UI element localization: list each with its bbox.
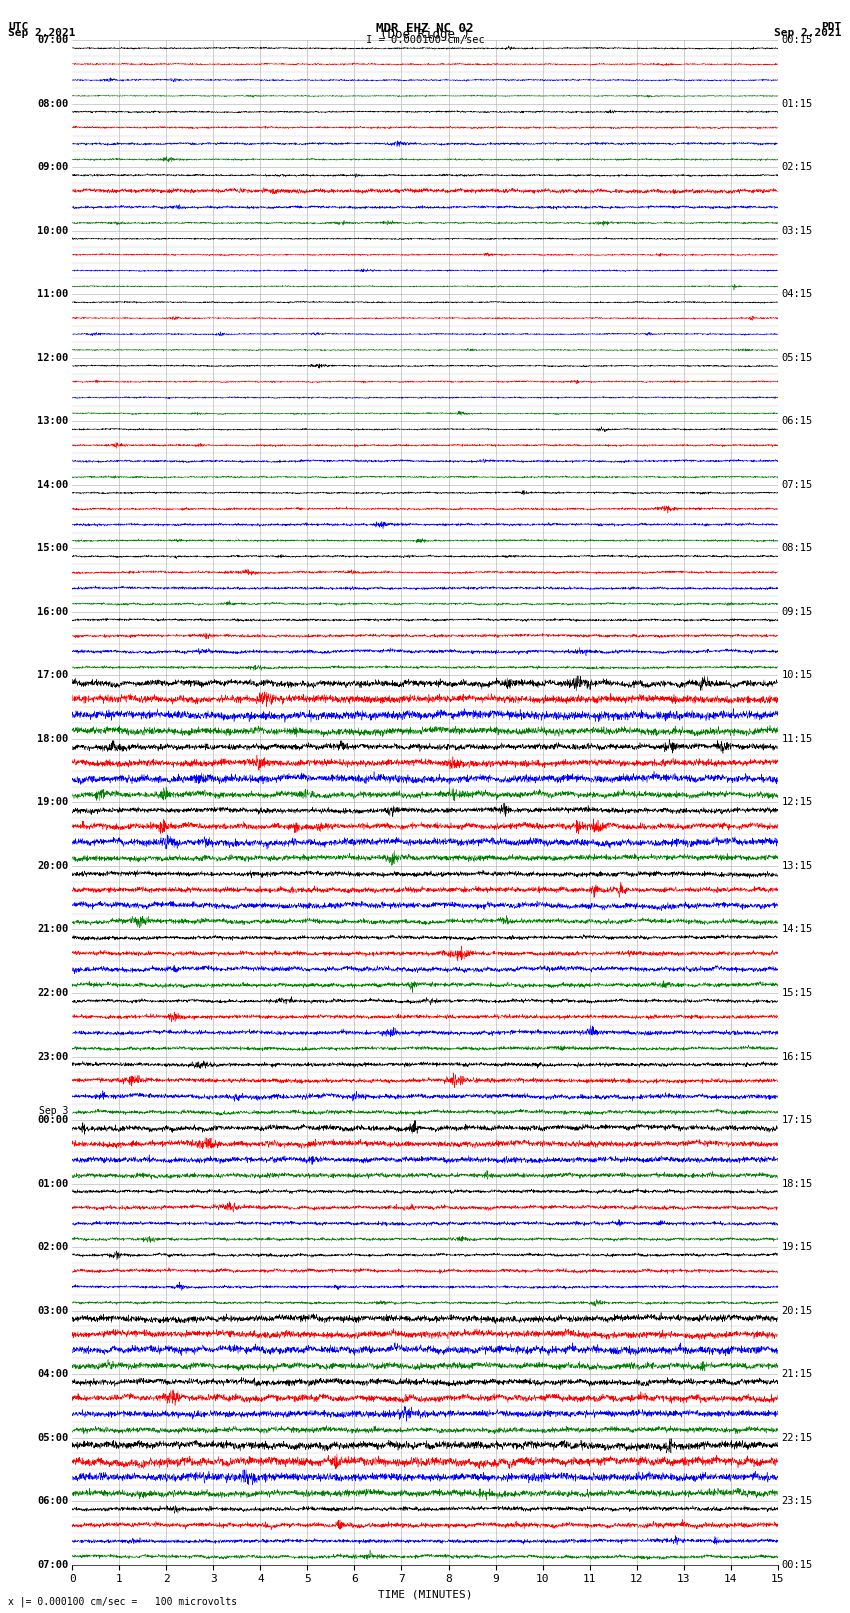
Text: (Doe Ridge ): (Doe Ridge )	[380, 29, 470, 42]
Text: 05:15: 05:15	[781, 353, 813, 363]
Text: 00:00: 00:00	[37, 1115, 69, 1124]
Text: x |= 0.000100 cm/sec =   100 microvolts: x |= 0.000100 cm/sec = 100 microvolts	[8, 1595, 238, 1607]
Text: 10:00: 10:00	[37, 226, 69, 235]
Text: 06:15: 06:15	[781, 416, 813, 426]
Text: 16:15: 16:15	[781, 1052, 813, 1061]
Text: 07:00: 07:00	[37, 1560, 69, 1569]
Text: 14:00: 14:00	[37, 481, 69, 490]
Text: 17:00: 17:00	[37, 671, 69, 681]
Text: 19:00: 19:00	[37, 797, 69, 808]
Text: 00:15: 00:15	[781, 1560, 813, 1569]
Text: I = 0.000100 cm/sec: I = 0.000100 cm/sec	[366, 35, 484, 45]
Text: 03:00: 03:00	[37, 1305, 69, 1316]
Text: 21:15: 21:15	[781, 1369, 813, 1379]
Text: 16:00: 16:00	[37, 606, 69, 616]
X-axis label: TIME (MINUTES): TIME (MINUTES)	[377, 1590, 473, 1600]
Text: 18:00: 18:00	[37, 734, 69, 744]
Text: 19:15: 19:15	[781, 1242, 813, 1252]
Text: 11:00: 11:00	[37, 289, 69, 300]
Text: Sep 2,2021: Sep 2,2021	[774, 29, 842, 39]
Text: 08:15: 08:15	[781, 544, 813, 553]
Text: 00:15: 00:15	[781, 35, 813, 45]
Text: 12:15: 12:15	[781, 797, 813, 808]
Text: 02:15: 02:15	[781, 163, 813, 173]
Text: 01:15: 01:15	[781, 98, 813, 108]
Text: 23:15: 23:15	[781, 1497, 813, 1507]
Text: 21:00: 21:00	[37, 924, 69, 934]
Text: 02:00: 02:00	[37, 1242, 69, 1252]
Text: 22:15: 22:15	[781, 1432, 813, 1442]
Text: 15:00: 15:00	[37, 544, 69, 553]
Text: 11:15: 11:15	[781, 734, 813, 744]
Text: 06:00: 06:00	[37, 1497, 69, 1507]
Text: 17:15: 17:15	[781, 1115, 813, 1124]
Text: 20:15: 20:15	[781, 1305, 813, 1316]
Text: 08:00: 08:00	[37, 98, 69, 108]
Text: 01:00: 01:00	[37, 1179, 69, 1189]
Text: UTC: UTC	[8, 23, 29, 32]
Text: 07:00: 07:00	[37, 35, 69, 45]
Text: 05:00: 05:00	[37, 1432, 69, 1442]
Text: 22:00: 22:00	[37, 989, 69, 998]
Text: 04:15: 04:15	[781, 289, 813, 300]
Text: 14:15: 14:15	[781, 924, 813, 934]
Text: 20:00: 20:00	[37, 861, 69, 871]
Text: 09:00: 09:00	[37, 163, 69, 173]
Text: 09:15: 09:15	[781, 606, 813, 616]
Text: 18:15: 18:15	[781, 1179, 813, 1189]
Text: 13:15: 13:15	[781, 861, 813, 871]
Text: 23:00: 23:00	[37, 1052, 69, 1061]
Text: 12:00: 12:00	[37, 353, 69, 363]
Text: 15:15: 15:15	[781, 989, 813, 998]
Text: Sep 3: Sep 3	[39, 1107, 69, 1116]
Text: 04:00: 04:00	[37, 1369, 69, 1379]
Text: Sep 2,2021: Sep 2,2021	[8, 29, 76, 39]
Text: 03:15: 03:15	[781, 226, 813, 235]
Text: 13:00: 13:00	[37, 416, 69, 426]
Text: 10:15: 10:15	[781, 671, 813, 681]
Text: PDT: PDT	[821, 23, 842, 32]
Text: 07:15: 07:15	[781, 481, 813, 490]
Text: MDR EHZ NC 02: MDR EHZ NC 02	[377, 23, 473, 35]
